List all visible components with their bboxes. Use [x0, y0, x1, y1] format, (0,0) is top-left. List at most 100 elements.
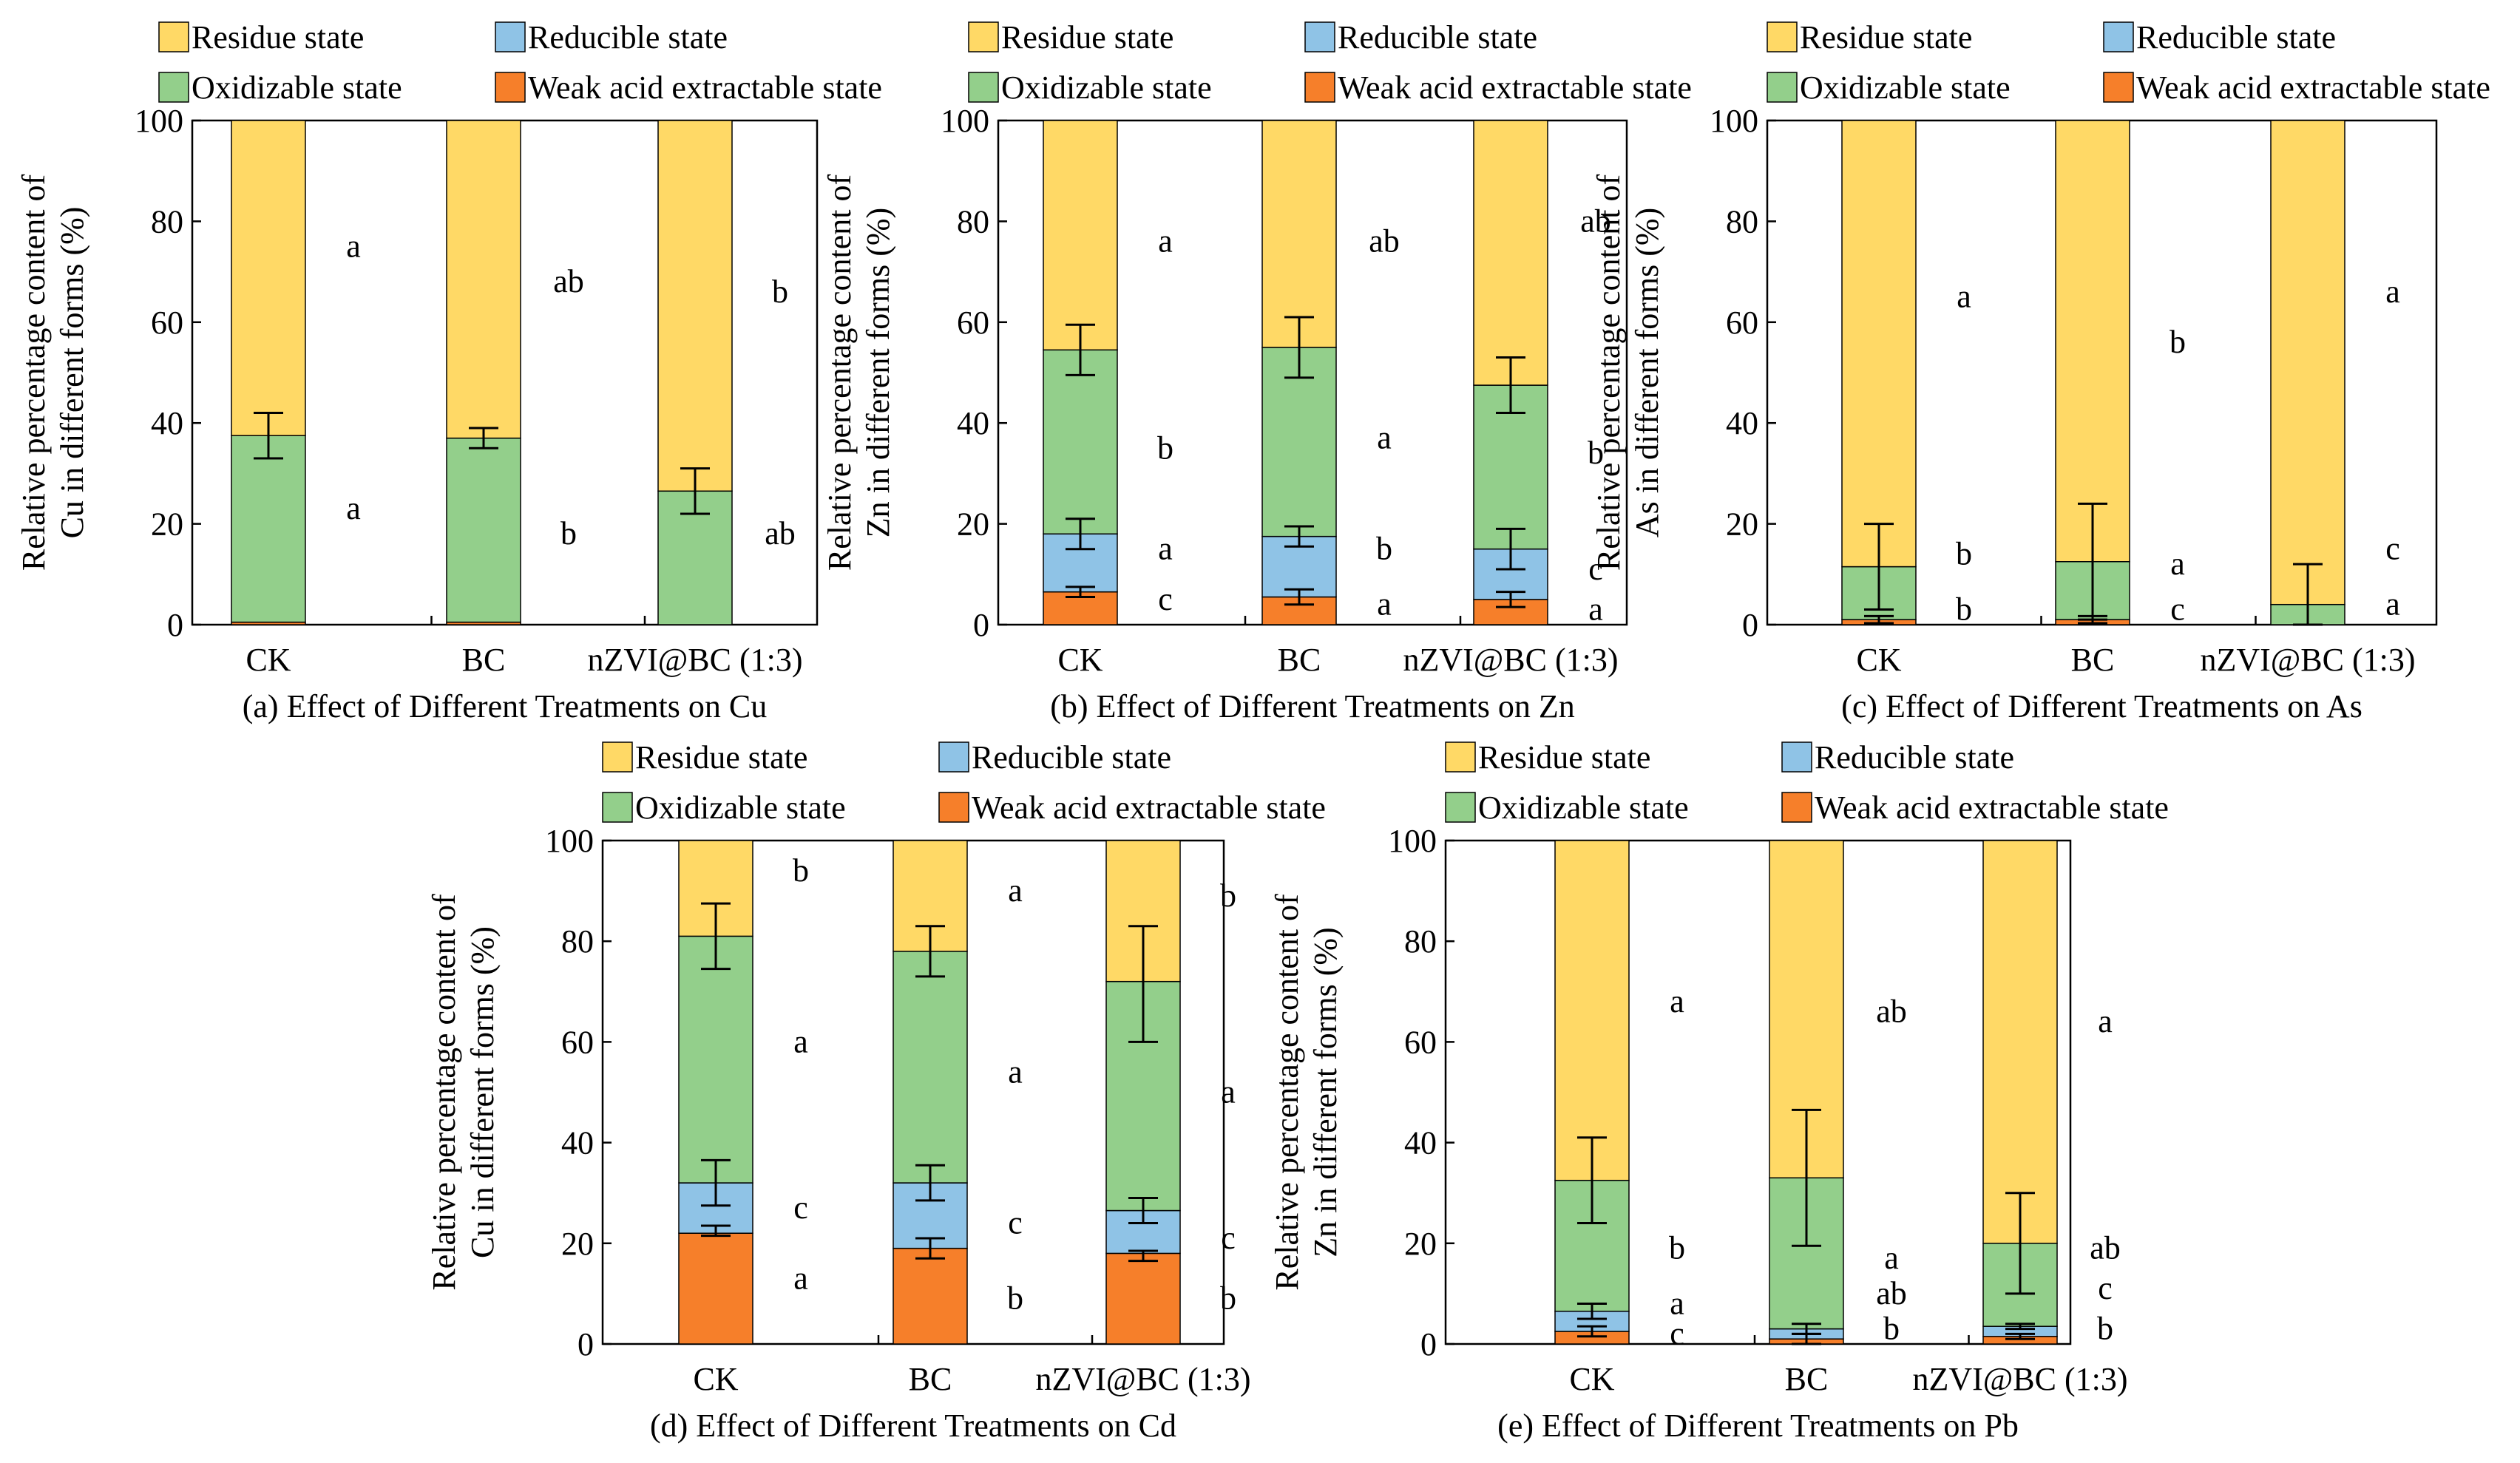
x-tick-label: BC — [462, 642, 506, 678]
legend-item-weak-acid: Weak acid extractable state — [1304, 69, 1692, 106]
y-tick-label: 60 — [1726, 305, 1758, 341]
y-tick-label: 60 — [1404, 1024, 1437, 1060]
legend-label: Oxidizable state — [1478, 790, 1689, 826]
significance-letter: ab — [1369, 223, 1400, 259]
y-tick-label: 0 — [1742, 607, 1758, 643]
significance-letter: a — [1158, 531, 1173, 567]
significance-letter: c — [1588, 551, 1603, 587]
significance-letter: a — [2385, 274, 2400, 310]
chart-panel-5: Residue state Reducible state Oxidizable s… — [1269, 739, 2169, 1444]
y-axis-label-line2: Cu in different forms (%) — [54, 207, 90, 539]
bar-segment-oxidizable — [1261, 347, 1337, 537]
significance-letter: a — [1670, 1286, 1684, 1322]
error-bar — [1284, 316, 1314, 379]
y-tick-label: 100 — [135, 103, 183, 139]
significance-letter: b — [793, 852, 809, 889]
x-tick-label: CK — [1856, 642, 1901, 678]
significance-letter: ab — [765, 515, 796, 551]
bar-segment-weak-acid — [892, 1247, 968, 1345]
legend-label: Reducible state — [972, 739, 1171, 775]
legend-label: Reducible state — [1338, 19, 1537, 55]
error-bar — [2005, 1192, 2035, 1295]
legend: Residue state Reducible state Oxidizable s… — [968, 19, 1692, 106]
legend-swatch-oxidizable — [968, 72, 999, 103]
y-tick-label: 20 — [957, 506, 989, 543]
plot-frame — [1444, 839, 2072, 1345]
error-bar — [915, 1237, 945, 1260]
chart-caption: (b) Effect of Different Treatments on Zn — [1050, 688, 1575, 724]
legend-label: Oxidizable state — [635, 790, 846, 826]
chart-caption: (e) Effect of Different Treatments on Pb — [1497, 1408, 2019, 1444]
legend-item-residue: Residue state — [158, 19, 364, 55]
legend-swatch-weak-acid — [1781, 792, 1812, 823]
y-tick-label: 60 — [561, 1024, 594, 1060]
legend-swatch-oxidizable — [158, 72, 189, 103]
y-axis-label-line2: Cu in different forms (%) — [464, 926, 501, 1258]
bar-segment-residue — [1261, 120, 1337, 348]
x-tick-label: BC — [1785, 1361, 1829, 1397]
y-tick-label: 100 — [1388, 823, 1437, 859]
error-bar — [1864, 614, 1894, 625]
bar-segment-oxidizable — [446, 437, 521, 623]
y-tick-label: 0 — [578, 1326, 594, 1362]
y-tick-label: 100 — [545, 823, 594, 859]
bar-segment-residue — [2055, 120, 2130, 563]
x-tick-label: CK — [1569, 1361, 1614, 1397]
significance-letter: b — [1220, 1280, 1236, 1317]
significance-letter: a — [1221, 1074, 1236, 1110]
legend-label: Weak acid extractable state — [1338, 69, 1692, 106]
y-axis-label-line2: As in different forms (%) — [1629, 208, 1665, 537]
error-bar — [1496, 527, 1525, 571]
significance-letter: a — [1588, 591, 1603, 628]
significance-letter: c — [1221, 1220, 1236, 1256]
significance-letter: c — [1158, 581, 1173, 617]
y-axis-label-line2: Zn in different forms (%) — [1307, 927, 1344, 1257]
y-tick-label: 40 — [1404, 1125, 1437, 1161]
legend-item-weak-acid: Weak acid extractable state — [938, 790, 1326, 826]
y-tick-label: 0 — [167, 607, 183, 643]
x-tick-label: nZVI@BC (1:3) — [2200, 642, 2415, 678]
chart-panel-2: Residue state Reducible state Oxidizable s… — [822, 19, 1692, 724]
legend-item-residue: Residue state — [968, 19, 1173, 55]
y-axis-label-line2: Zn in different forms (%) — [860, 208, 896, 537]
y-tick-label: 100 — [941, 103, 989, 139]
legend-swatch-residue — [1445, 741, 1476, 773]
significance-letter: ab — [1580, 203, 1611, 239]
y-tick-label: 20 — [1726, 506, 1758, 543]
legend: Residue state Reducible state Oxidizable s… — [1767, 19, 2490, 106]
legend-label: Residue state — [635, 739, 807, 775]
legend-label: Reducible state — [2136, 19, 2336, 55]
y-tick-label: 80 — [561, 923, 594, 960]
chart-caption: (d) Effect of Different Treatments on Cd — [650, 1408, 1176, 1444]
bar-segment-oxidizable — [231, 435, 306, 623]
bar-segment-oxidizable — [678, 935, 753, 1184]
significance-letter: a — [1377, 420, 1392, 456]
significance-letter: a — [346, 490, 361, 526]
y-tick-label: 80 — [1404, 923, 1437, 960]
x-tick-label: CK — [245, 642, 291, 678]
significance-letter: c — [1670, 1315, 1684, 1351]
significance-letter: a — [2385, 586, 2400, 622]
error-bar — [1128, 925, 1158, 1043]
legend: Residue state Reducible state Oxidizable s… — [1445, 739, 2169, 826]
chart-caption: (a) Effect of Different Treatments on Cu — [243, 688, 768, 724]
significance-letter: a — [1377, 586, 1392, 622]
legend: Residue state Reducible state Oxidizable s… — [158, 19, 882, 106]
significance-letter: c — [2385, 531, 2400, 567]
legend-item-reducible: Reducible state — [1781, 739, 2014, 775]
legend-swatch-oxidizable — [1445, 792, 1476, 823]
error-bar — [1577, 1303, 1607, 1320]
legend-item-weak-acid: Weak acid extractable state — [1781, 790, 2169, 826]
legend-label: Reducible state — [528, 19, 728, 55]
x-tick-label: nZVI@BC (1:3) — [1912, 1361, 2127, 1397]
error-bar — [1284, 525, 1314, 548]
error-bar — [915, 1164, 945, 1202]
significance-letter: b — [560, 515, 577, 551]
legend-swatch-weak-acid — [938, 792, 969, 823]
legend-label: Weak acid extractable state — [2136, 69, 2490, 106]
y-axis-label-line1: Relative percentage content of — [1269, 894, 1305, 1291]
error-bar — [701, 902, 731, 971]
y-tick-label: 40 — [1726, 405, 1758, 441]
significance-letter: a — [346, 228, 361, 265]
legend-item-reducible: Reducible state — [1304, 19, 1537, 55]
